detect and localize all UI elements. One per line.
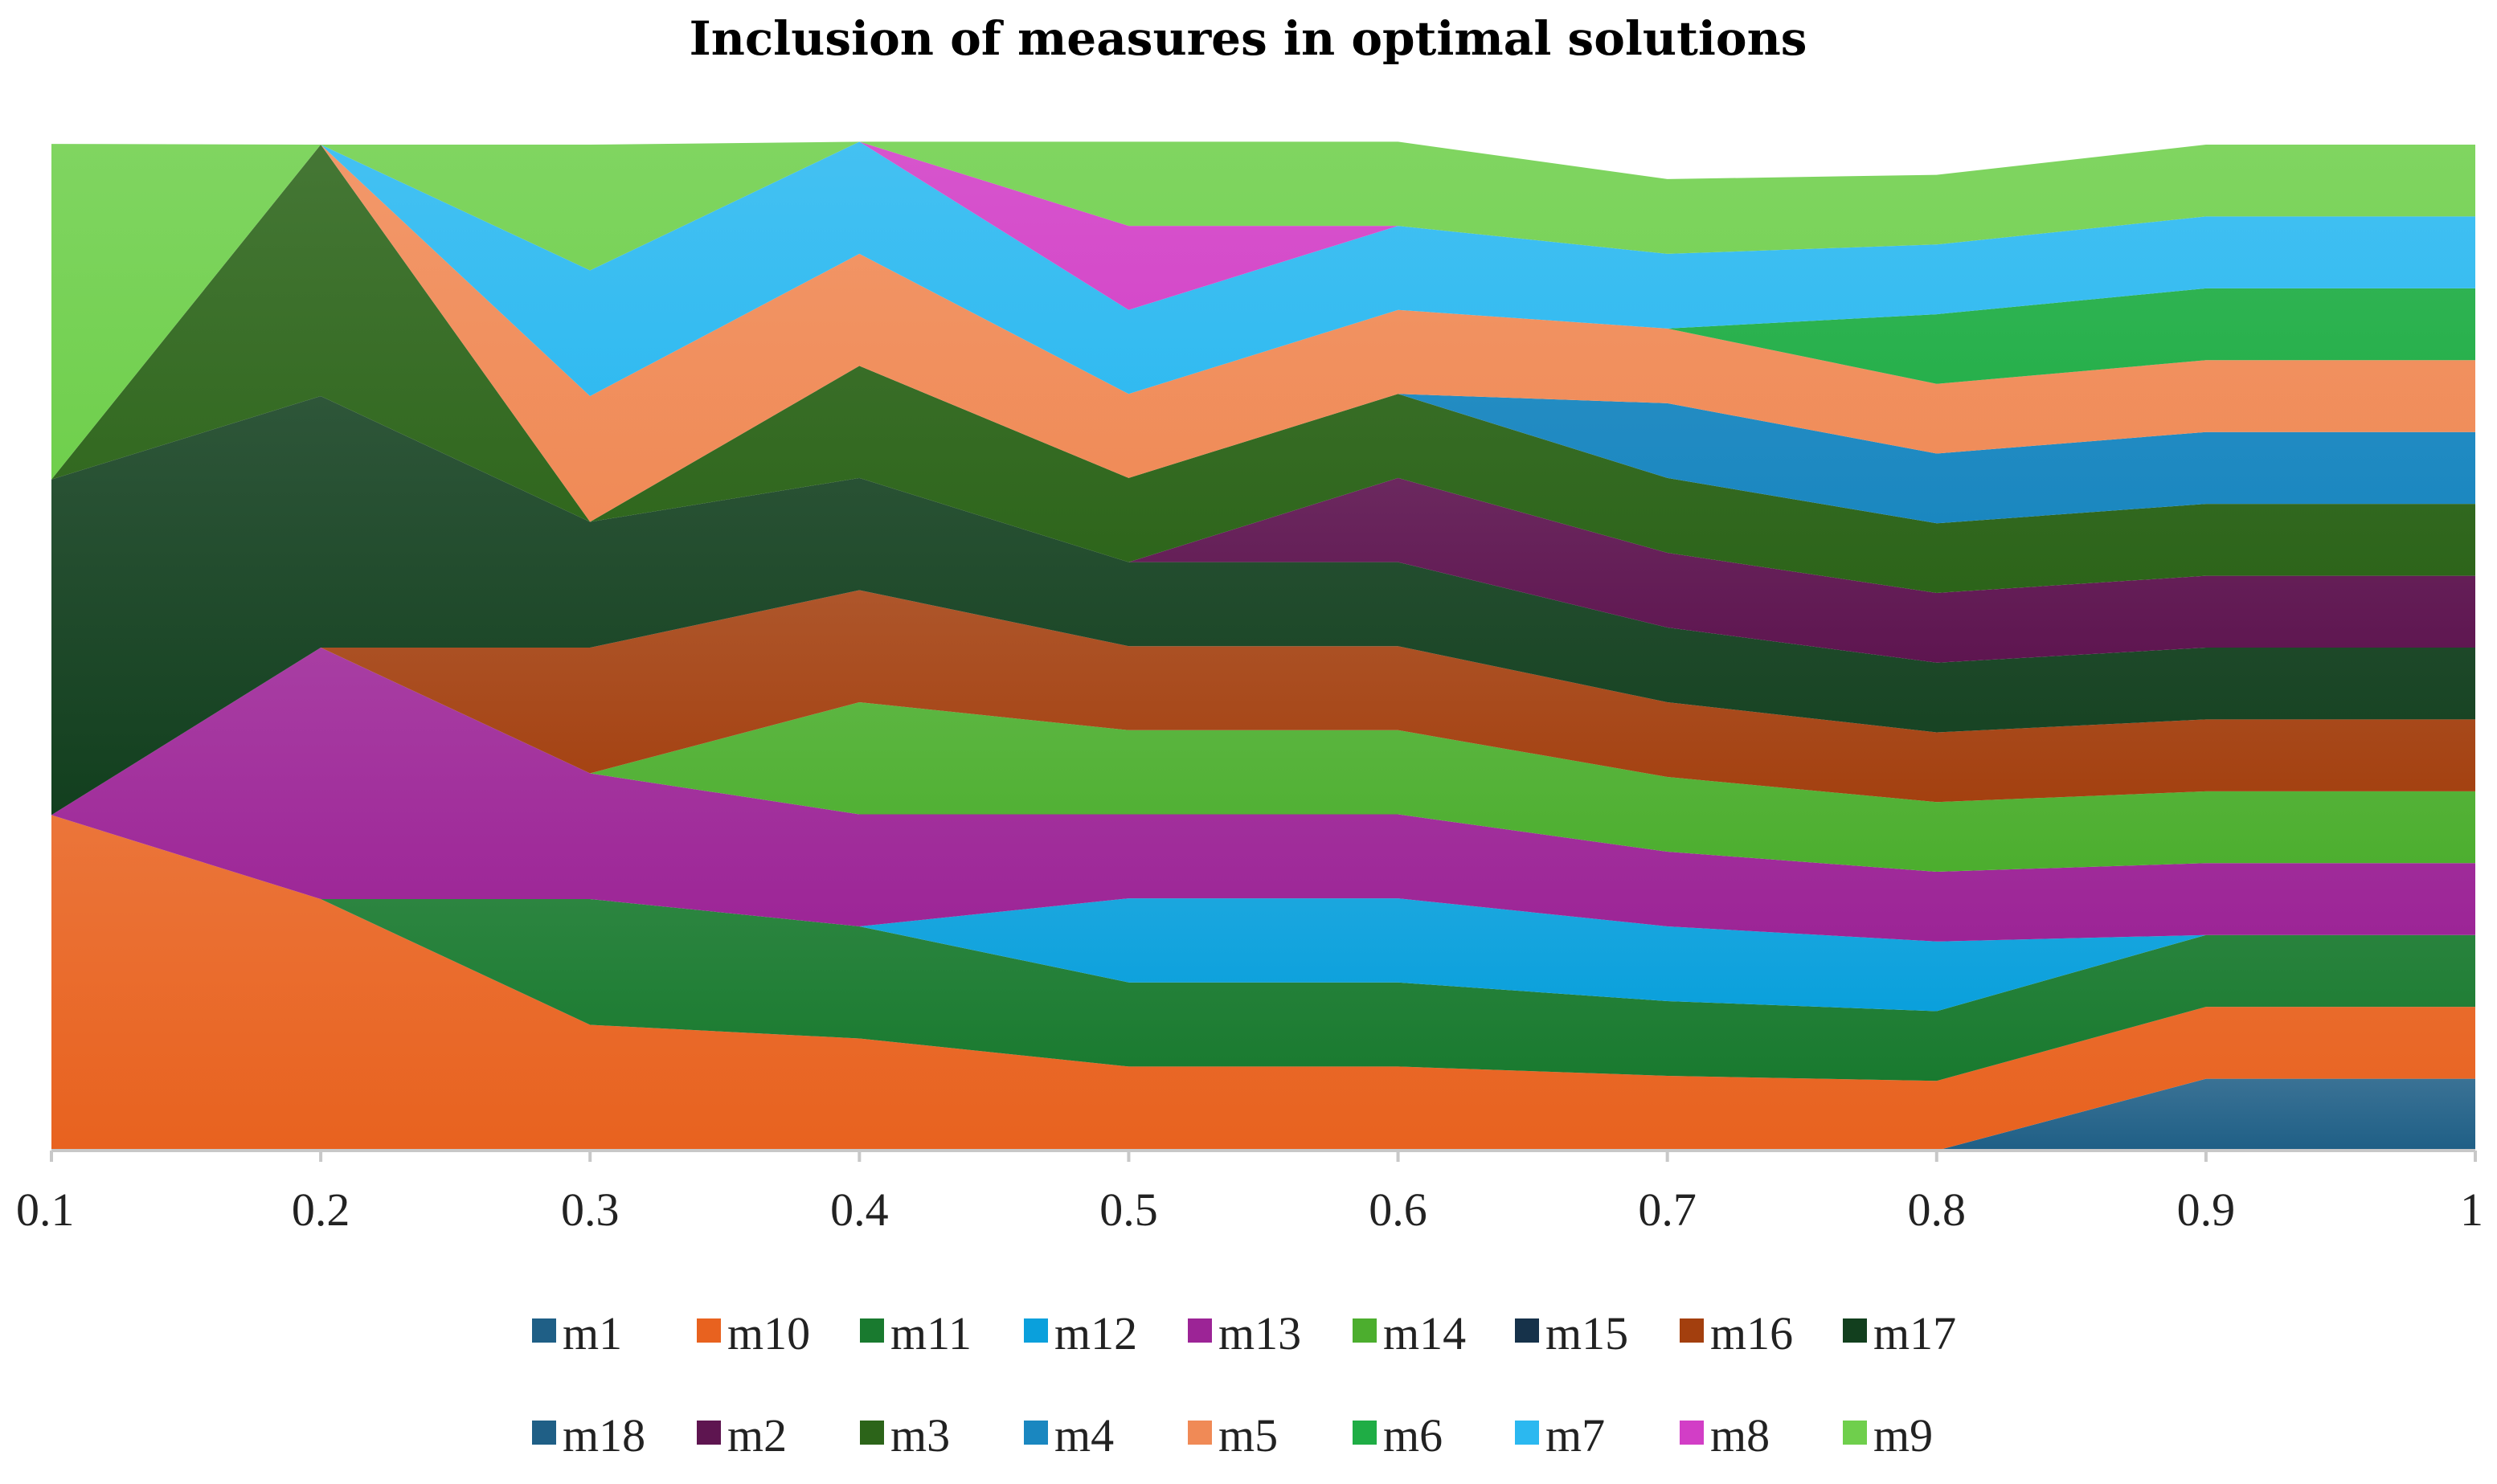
legend-swatch-m3: [860, 1421, 884, 1445]
legend-label-m17: m17: [1873, 1307, 1956, 1359]
legend-label-m4: m4: [1054, 1409, 1114, 1462]
area-m9: [51, 141, 2475, 480]
legend-label-m5: m5: [1218, 1409, 1278, 1462]
area-series-group: [51, 141, 2475, 1151]
legend-label-m14: m14: [1383, 1307, 1466, 1359]
legend-label-m1: m1: [563, 1307, 622, 1359]
chart-title: Inclusion of measures in optimal solutio…: [690, 11, 1807, 66]
legend-label-m6: m6: [1383, 1409, 1443, 1462]
legend-swatch-m15: [1515, 1318, 1539, 1343]
legend-swatch-m6: [1353, 1421, 1377, 1445]
area-m14: [51, 648, 2475, 872]
legend-item-m7: m7: [1515, 1409, 1605, 1462]
legend-item-m4: m4: [1024, 1409, 1114, 1462]
area-m7: [51, 141, 2475, 480]
legend-swatch-m1: [532, 1318, 556, 1343]
x-tick-label: 0.3: [561, 1184, 620, 1236]
legend-label-m16: m16: [1710, 1307, 1793, 1359]
legend-item-m8: m8: [1680, 1409, 1770, 1462]
legend-item-m14: m14: [1353, 1307, 1466, 1359]
legend-item-m13: m13: [1188, 1307, 1301, 1359]
legend-label-m3: m3: [890, 1409, 950, 1462]
area-m1: [51, 1078, 2475, 1151]
legend-swatch-m2: [697, 1421, 721, 1445]
legend-swatch-m11: [860, 1318, 884, 1343]
legend-item-m11: m11: [860, 1307, 972, 1359]
x-tick-label: 0.1: [16, 1184, 75, 1236]
legend-item-m12: m12: [1024, 1307, 1137, 1359]
legend-swatch-m13: [1188, 1318, 1212, 1343]
area-m16: [51, 590, 2475, 816]
legend-label-m15: m15: [1545, 1307, 1628, 1359]
legend-item-m2: m2: [697, 1409, 787, 1462]
x-tick-label: 0.7: [1638, 1184, 1697, 1236]
legend-item-m17: m17: [1843, 1307, 1956, 1359]
legend-label-m2: m2: [727, 1409, 787, 1462]
legend-item-m15: m15: [1515, 1307, 1628, 1359]
area-m3: [51, 145, 2475, 593]
legend-label-m7: m7: [1545, 1409, 1605, 1462]
legend-swatch-m8: [1680, 1421, 1704, 1445]
legend-swatch-m5: [1188, 1421, 1212, 1445]
legend-swatch-m16: [1680, 1318, 1704, 1343]
legend-label-m18: m18: [563, 1409, 645, 1462]
area-m10: [51, 815, 2475, 1151]
legend-label-m10: m10: [727, 1307, 810, 1359]
legend-label-m13: m13: [1218, 1307, 1301, 1359]
legend-item-m9: m9: [1843, 1409, 1933, 1462]
area-m6: [51, 145, 2475, 480]
legend-label-m12: m12: [1054, 1307, 1137, 1359]
area-m11: [51, 815, 2475, 1081]
x-tick-label: 0.6: [1369, 1184, 1427, 1236]
legend-item-m3: m3: [860, 1409, 950, 1462]
area-m17: [51, 396, 2475, 816]
x-tick-label: 0.4: [830, 1184, 889, 1236]
legend-item-m18: m18: [532, 1409, 645, 1462]
legend: m1 m10 m11 m12 m13 m14 m15 m16 m17 m18 m2 m3 m4 m5 m6 m…: [532, 1307, 1956, 1462]
legend-swatch-m12: [1024, 1318, 1048, 1343]
legend-label-m11: m11: [890, 1307, 972, 1359]
x-tick-label: 0.8: [1908, 1184, 1967, 1236]
legend-item-m16: m16: [1680, 1307, 1793, 1359]
legend-swatch-m7: [1515, 1421, 1539, 1445]
x-tick-label: 0.9: [2177, 1184, 2236, 1236]
legend-item-m10: m10: [697, 1307, 810, 1359]
legend-swatch-m10: [697, 1318, 721, 1343]
x-tick-label: 0.5: [1099, 1184, 1158, 1236]
x-tick-label: 1: [2460, 1184, 2483, 1236]
legend-swatch-m17: [1843, 1318, 1867, 1343]
legend-item-m5: m5: [1188, 1409, 1278, 1462]
area-m4: [51, 145, 2475, 524]
x-tick-label: 0.2: [292, 1184, 350, 1236]
area-m2: [51, 396, 2475, 663]
legend-swatch-m9: [1843, 1421, 1867, 1445]
legend-swatch-m14: [1353, 1318, 1377, 1343]
legend-label-m8: m8: [1710, 1409, 1770, 1462]
legend-swatch-m18: [532, 1421, 556, 1445]
legend-swatch-m4: [1024, 1421, 1048, 1445]
x-axis-ticks: 0.1 0.2 0.3 0.4 0.5 0.6 0.7 0.8 0.9 1: [16, 1151, 2483, 1236]
legend-label-m9: m9: [1873, 1409, 1933, 1462]
area-m13: [51, 648, 2475, 942]
legend-item-m1: m1: [532, 1307, 622, 1359]
area-m12: [51, 815, 2475, 1012]
area-m5: [51, 145, 2475, 522]
legend-item-m6: m6: [1353, 1409, 1443, 1462]
